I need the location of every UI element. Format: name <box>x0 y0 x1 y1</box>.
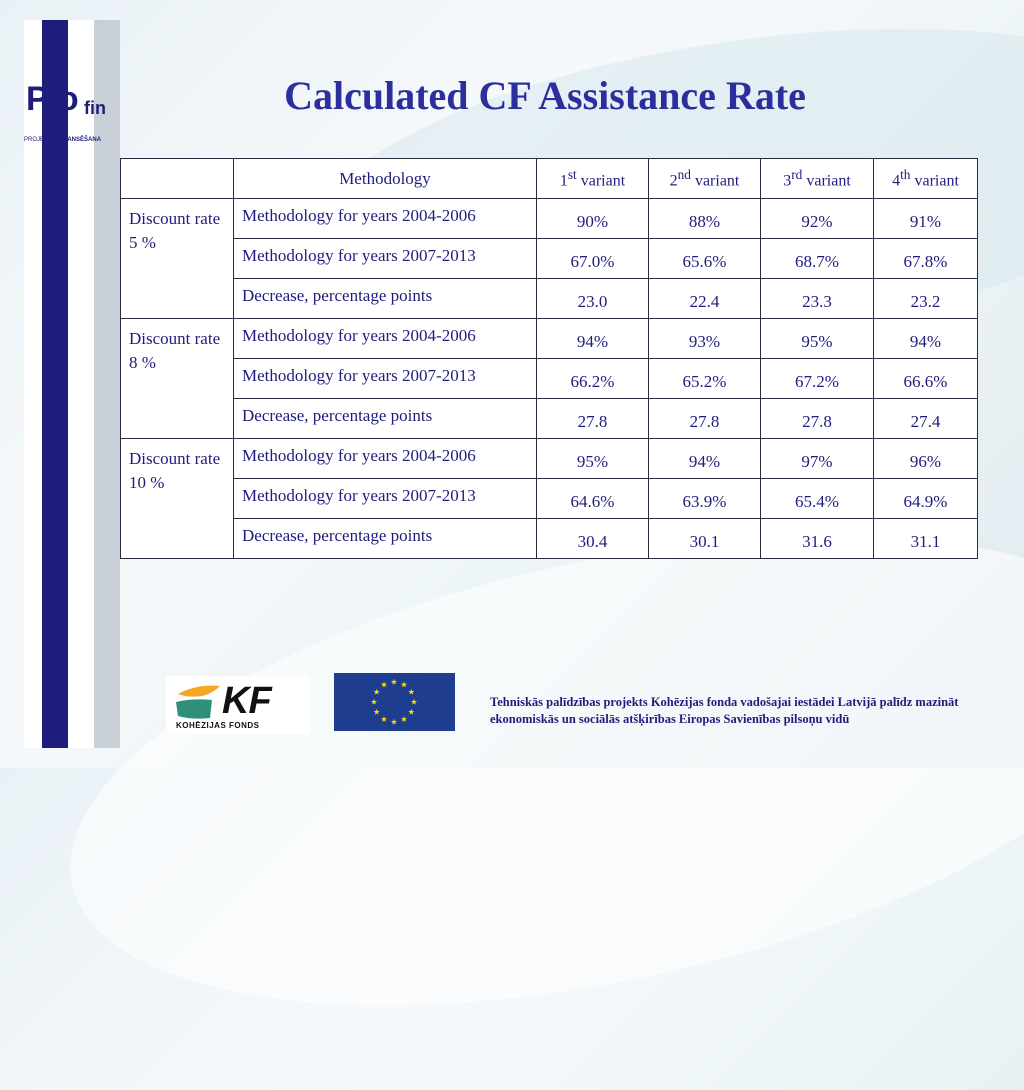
value-cell: 30.4 <box>536 518 649 559</box>
value-cell: 27.4 <box>873 398 978 439</box>
value-cell: 66.2% <box>536 358 649 399</box>
profin-logo: Pro fin PROJEKTU FINANSĒŠANA <box>24 46 120 143</box>
value-cell: 65.2% <box>648 358 761 399</box>
value-cell: 94% <box>873 318 978 359</box>
value-cell: 23.3 <box>760 278 874 319</box>
value-cell: 30.1 <box>648 518 761 559</box>
method-cell: Methodology for years 2004-2006 <box>233 438 537 479</box>
value-cell: 67.0% <box>536 238 649 279</box>
eu-star <box>370 698 378 705</box>
method-cell: Methodology for years 2007-2013 <box>233 358 537 399</box>
eu-star <box>373 708 380 715</box>
eu-star <box>390 678 398 685</box>
header-variant-4: 4th variant <box>873 158 978 199</box>
assistance-rate-table: Methodology 1st variant 2nd variant 3rd … <box>120 158 978 559</box>
value-cell: 27.8 <box>760 398 874 439</box>
value-cell: 91% <box>873 198 978 239</box>
page-title: Calculated CF Assistance Rate <box>284 73 806 118</box>
value-cell: 23.0 <box>536 278 649 319</box>
value-cell: 27.8 <box>648 398 761 439</box>
logo-subtitle: PROJEKTU FINANSĒŠANA <box>24 137 144 143</box>
table-row: Methodology for years 2007-2013 64.6% 63… <box>121 478 978 519</box>
method-cell: Methodology for years 2004-2006 <box>233 318 537 359</box>
value-cell: 96% <box>873 438 978 479</box>
group-label: Discount rate 5 % <box>120 198 234 319</box>
eu-star <box>390 718 398 725</box>
value-cell: 22.4 <box>648 278 761 319</box>
value-cell: 63.9% <box>648 478 761 519</box>
method-cell: Decrease, percentage points <box>233 398 537 439</box>
eu-star <box>408 688 415 695</box>
method-cell: Decrease, percentage points <box>233 518 537 559</box>
eu-star <box>408 708 415 715</box>
kf-swoosh-icon <box>176 685 220 719</box>
stripe-navy <box>42 20 68 748</box>
value-cell: 67.8% <box>873 238 978 279</box>
value-cell: 93% <box>648 318 761 359</box>
eu-star <box>380 681 388 688</box>
method-cell: Methodology for years 2007-2013 <box>233 238 537 279</box>
value-cell: 66.6% <box>873 358 978 399</box>
header-empty-cell <box>120 158 234 199</box>
value-cell: 97% <box>760 438 874 479</box>
method-cell: Decrease, percentage points <box>233 278 537 319</box>
table-header-row: Methodology 1st variant 2nd variant 3rd … <box>120 158 978 199</box>
value-cell: 31.1 <box>873 518 978 559</box>
table-row: Decrease, percentage points 30.4 30.1 31… <box>121 518 978 559</box>
table-row: Discount rate 5 % Methodology for years … <box>120 198 978 319</box>
value-cell: 94% <box>648 438 761 479</box>
left-sidebar-stripes: Pro fin PROJEKTU FINANSĒŠANA <box>24 20 120 748</box>
group-label: Discount rate 10 % <box>120 438 234 559</box>
footer-caption: Tehniskās palīdzības projekts Kohēzijas … <box>490 695 959 726</box>
value-cell: 88% <box>648 198 761 239</box>
stripe-white <box>24 20 42 748</box>
eu-star <box>410 698 418 705</box>
value-cell: 65.6% <box>648 238 761 279</box>
value-cell: 65.4% <box>760 478 874 519</box>
logo-letters-2: fin <box>84 98 106 118</box>
value-cell: 23.2 <box>873 278 978 319</box>
logo-letters: Pro <box>26 80 79 118</box>
value-cell: 64.6% <box>536 478 649 519</box>
eu-flag <box>334 673 455 731</box>
logo-subtitle-left: PROJEKTU <box>24 137 57 143</box>
value-cell: 95% <box>760 318 874 359</box>
stripe-grey <box>94 20 120 748</box>
eu-stars-icon <box>370 678 418 725</box>
kf-letters: KF <box>222 680 272 722</box>
value-cell: 64.9% <box>873 478 978 519</box>
value-cell: 90% <box>536 198 649 239</box>
header-variant-2: 2nd variant <box>648 158 761 199</box>
table-row: Decrease, percentage points 27.8 27.8 27… <box>121 398 978 439</box>
value-cell: 95% <box>536 438 649 479</box>
eu-star <box>400 716 408 722</box>
group-label: Discount rate 8 % <box>120 318 234 439</box>
table-row: Discount rate 10 % Methodology for years… <box>120 438 978 559</box>
value-cell: 92% <box>760 198 874 239</box>
method-cell: Methodology for years 2007-2013 <box>233 478 537 519</box>
kohezijas-fonds-logo: KF KOHĒZIJAS FONDS <box>166 676 310 734</box>
table-row: Methodology for years 2007-2013 66.2% 65… <box>121 358 978 399</box>
stripe-white-2 <box>68 20 94 748</box>
value-cell: 27.8 <box>536 398 649 439</box>
table-row: Discount rate 8 % Methodology for years … <box>120 318 978 439</box>
header-variant-1: 1st variant <box>536 158 649 199</box>
eu-star <box>373 688 380 695</box>
table-row: Decrease, percentage points 23.0 22.4 23… <box>121 278 978 319</box>
value-cell: 31.6 <box>760 518 874 559</box>
value-cell: 67.2% <box>760 358 874 399</box>
kf-caption: KOHĒZIJAS FONDS <box>176 721 260 730</box>
table-row: Methodology for years 2007-2013 67.0% 65… <box>121 238 978 279</box>
header-variant-3: 3rd variant <box>760 158 874 199</box>
eu-star <box>380 716 388 722</box>
logo-subtitle-right: FINANSĒŠANA <box>57 137 102 143</box>
header-methodology: Methodology <box>233 158 537 199</box>
value-cell: 94% <box>536 318 649 359</box>
method-cell: Methodology for years 2004-2006 <box>233 198 537 239</box>
eu-star <box>400 681 408 688</box>
value-cell: 68.7% <box>760 238 874 279</box>
